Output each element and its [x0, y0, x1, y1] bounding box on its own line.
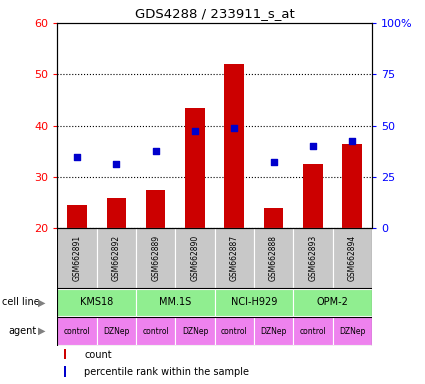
Bar [96, 317, 136, 345]
Bar [64, 349, 66, 359]
Bar [96, 228, 136, 288]
Text: ▶: ▶ [37, 326, 45, 336]
Text: control: control [221, 327, 248, 336]
Text: KMS18: KMS18 [80, 297, 113, 308]
Bar [185, 108, 205, 228]
Point [349, 138, 356, 144]
Bar [254, 317, 293, 345]
Bar [136, 228, 175, 288]
Bar [293, 289, 372, 316]
Bar [293, 228, 332, 288]
Point [152, 148, 159, 154]
Text: percentile rank within the sample: percentile rank within the sample [84, 367, 249, 377]
Bar [57, 228, 96, 288]
Text: DZNep: DZNep [339, 327, 366, 336]
Bar [146, 190, 165, 228]
Text: DZNep: DZNep [261, 327, 287, 336]
Bar [136, 289, 215, 316]
Text: agent: agent [8, 326, 37, 336]
Bar [57, 317, 96, 345]
Bar [215, 317, 254, 345]
Text: GSM662891: GSM662891 [73, 235, 82, 281]
Bar [254, 228, 293, 288]
Bar [303, 164, 323, 228]
Bar [64, 366, 66, 377]
Point [192, 128, 198, 134]
Text: GSM662893: GSM662893 [309, 235, 317, 281]
Point [74, 154, 80, 160]
Text: GSM662889: GSM662889 [151, 235, 160, 281]
Point [270, 159, 277, 165]
Text: control: control [300, 327, 326, 336]
Bar [175, 228, 215, 288]
Bar [332, 317, 372, 345]
Text: GSM662890: GSM662890 [190, 235, 199, 281]
Text: GSM662894: GSM662894 [348, 235, 357, 281]
Text: MM.1S: MM.1S [159, 297, 191, 308]
Bar [224, 64, 244, 228]
Text: DZNep: DZNep [182, 327, 208, 336]
Title: GDS4288 / 233911_s_at: GDS4288 / 233911_s_at [135, 7, 295, 20]
Text: cell line: cell line [2, 297, 40, 308]
Text: GSM662888: GSM662888 [269, 235, 278, 281]
Text: control: control [142, 327, 169, 336]
Text: GSM662892: GSM662892 [112, 235, 121, 281]
Bar [215, 228, 254, 288]
Text: count: count [84, 350, 112, 360]
Text: DZNep: DZNep [103, 327, 130, 336]
Point [309, 143, 316, 149]
Bar [57, 289, 136, 316]
Text: control: control [64, 327, 91, 336]
Bar [67, 205, 87, 228]
Bar [215, 289, 293, 316]
Point [231, 125, 238, 131]
Bar [107, 198, 126, 228]
Bar [293, 317, 332, 345]
Point [113, 161, 120, 167]
Bar [264, 208, 283, 228]
Text: ▶: ▶ [37, 297, 45, 308]
Bar [343, 144, 362, 228]
Bar [332, 228, 372, 288]
Bar [175, 317, 215, 345]
Text: GSM662887: GSM662887 [230, 235, 239, 281]
Text: NCI-H929: NCI-H929 [231, 297, 277, 308]
Bar [136, 317, 175, 345]
Text: OPM-2: OPM-2 [317, 297, 348, 308]
